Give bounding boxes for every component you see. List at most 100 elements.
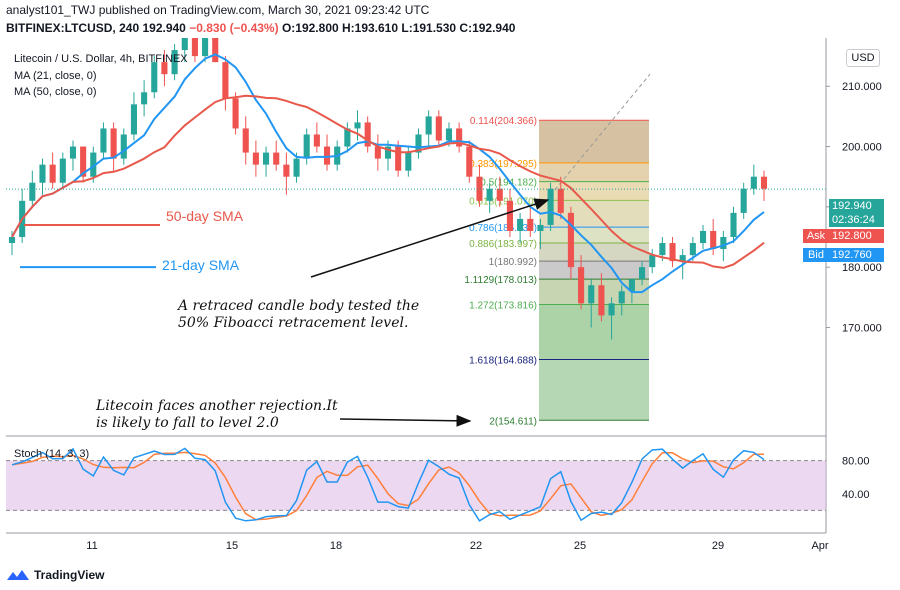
last-price: 192.940 bbox=[142, 21, 186, 35]
candle-body bbox=[699, 230, 707, 244]
fib-band bbox=[539, 359, 649, 421]
candle-body bbox=[659, 243, 666, 256]
candle-body bbox=[689, 243, 696, 256]
rejection-arrow bbox=[339, 414, 472, 427]
candle-body bbox=[445, 128, 453, 141]
candle-body bbox=[557, 188, 564, 213]
candle-body bbox=[344, 128, 351, 147]
candle-body bbox=[649, 255, 656, 268]
last-price-tag: 192.940 bbox=[829, 199, 884, 213]
candle-body bbox=[191, 38, 198, 57]
x-tick-label: 15 bbox=[226, 540, 238, 552]
candle-body bbox=[171, 50, 178, 75]
candle-body bbox=[456, 128, 463, 147]
candle-body bbox=[639, 267, 646, 280]
candle-body bbox=[222, 62, 229, 99]
candle-body bbox=[720, 237, 727, 250]
stoch-band bbox=[6, 460, 826, 511]
x-tick-label: Apr bbox=[811, 540, 828, 552]
y-tick-label: 180.000 bbox=[842, 262, 882, 274]
stoch-tick-label: 40.00 bbox=[842, 489, 870, 501]
fib-band bbox=[539, 181, 649, 201]
fib-trend-line bbox=[545, 73, 651, 202]
rejection-note-line2: is likely to fall to level 2.0 bbox=[96, 415, 279, 431]
retrace-arrow bbox=[310, 198, 550, 278]
symbol-label: BITFINEX:LTCUSD, 240 bbox=[6, 21, 140, 35]
x-tick-label: 18 bbox=[330, 540, 342, 552]
sma50-annotation: 50-day SMA bbox=[166, 208, 244, 224]
fib-band bbox=[539, 304, 649, 360]
candle-body bbox=[130, 104, 137, 135]
candle-body bbox=[374, 146, 381, 159]
ask-label: Ask bbox=[803, 229, 829, 243]
stoch-label[interactable]: Stoch (14, 3, 3) bbox=[14, 448, 90, 460]
fib-level-label: 0.886(183.997) bbox=[469, 239, 537, 250]
candle-body bbox=[100, 128, 107, 153]
countdown-tag: 02:36:24 bbox=[829, 213, 884, 227]
candle-body bbox=[628, 279, 635, 292]
candle-body bbox=[506, 200, 513, 231]
x-tick-label: 11 bbox=[86, 540, 97, 552]
candle-body bbox=[476, 176, 483, 201]
stoch-d-line bbox=[11, 451, 765, 521]
candle-body bbox=[263, 152, 270, 165]
y-tick-label: 170.000 bbox=[842, 322, 882, 334]
fib-level-label: 1.618(164.688) bbox=[469, 355, 537, 366]
candle-body bbox=[242, 128, 249, 153]
candle-body bbox=[567, 212, 574, 268]
retrace-note-line1: A retraced candle body tested the bbox=[178, 298, 420, 314]
candle-body bbox=[59, 158, 66, 183]
candle-body bbox=[273, 152, 280, 165]
candle-body bbox=[588, 285, 595, 304]
candle-body bbox=[39, 164, 46, 183]
candle-body bbox=[161, 62, 168, 75]
candle-body bbox=[141, 92, 148, 105]
candle-body bbox=[303, 134, 310, 159]
fib-level-label: 2(154.611) bbox=[489, 416, 537, 427]
y-tick-label: 200.000 bbox=[842, 142, 882, 154]
fib-band bbox=[539, 120, 649, 163]
stoch-k-line bbox=[11, 447, 765, 522]
candle-body bbox=[730, 212, 737, 237]
candle-body bbox=[49, 164, 56, 183]
stoch-tick-label: 80.00 bbox=[842, 456, 870, 468]
y-tick-label: 210.000 bbox=[842, 81, 882, 93]
price-chart[interactable]: 170.000180.000190.000200.000210.00011151… bbox=[0, 38, 900, 553]
legend-ma50[interactable]: MA (50, close, 0) bbox=[14, 86, 97, 98]
bid-value-tag: 192.760 bbox=[829, 248, 884, 262]
candle-body bbox=[710, 230, 717, 250]
candle-body bbox=[598, 285, 605, 316]
candle-body bbox=[405, 152, 412, 171]
candle-body bbox=[323, 146, 331, 165]
candle-body bbox=[232, 98, 239, 129]
candle-body bbox=[364, 122, 371, 147]
candle-body bbox=[578, 267, 585, 304]
fib-level-label: 0.786(186.637) bbox=[469, 223, 537, 234]
candle-body bbox=[293, 158, 300, 177]
candle-body bbox=[425, 116, 432, 135]
tradingview-logo-text: TradingView bbox=[34, 568, 105, 582]
candle-body bbox=[618, 291, 625, 304]
fib-level-label: 1(180.992) bbox=[489, 257, 537, 268]
candle-body bbox=[679, 255, 686, 262]
candle-body bbox=[29, 182, 36, 201]
candle-body bbox=[760, 176, 768, 189]
candle-body bbox=[435, 116, 442, 141]
retrace-note-line2: 50% Fiboacci retracement level. bbox=[178, 315, 409, 331]
candle-body bbox=[527, 218, 534, 231]
price-change: −0.830 (−0.43%) bbox=[189, 21, 279, 35]
tradingview-logo[interactable]: TradingView bbox=[6, 567, 104, 583]
ma21-line bbox=[11, 53, 765, 294]
ma50-line bbox=[11, 94, 765, 269]
candle-body bbox=[354, 122, 361, 129]
candle-body bbox=[496, 188, 503, 201]
currency-button[interactable]: USD bbox=[846, 49, 880, 67]
candle-body bbox=[547, 188, 554, 225]
candle-body bbox=[212, 38, 219, 63]
candle-body bbox=[669, 243, 676, 262]
rejection-note-line1: Litecoin faces another rejection.It bbox=[96, 398, 338, 414]
x-tick-label: 25 bbox=[574, 540, 586, 552]
candle-body bbox=[415, 134, 422, 153]
candle-body bbox=[740, 188, 747, 213]
legend-ma21[interactable]: MA (21, close, 0) bbox=[14, 70, 97, 82]
